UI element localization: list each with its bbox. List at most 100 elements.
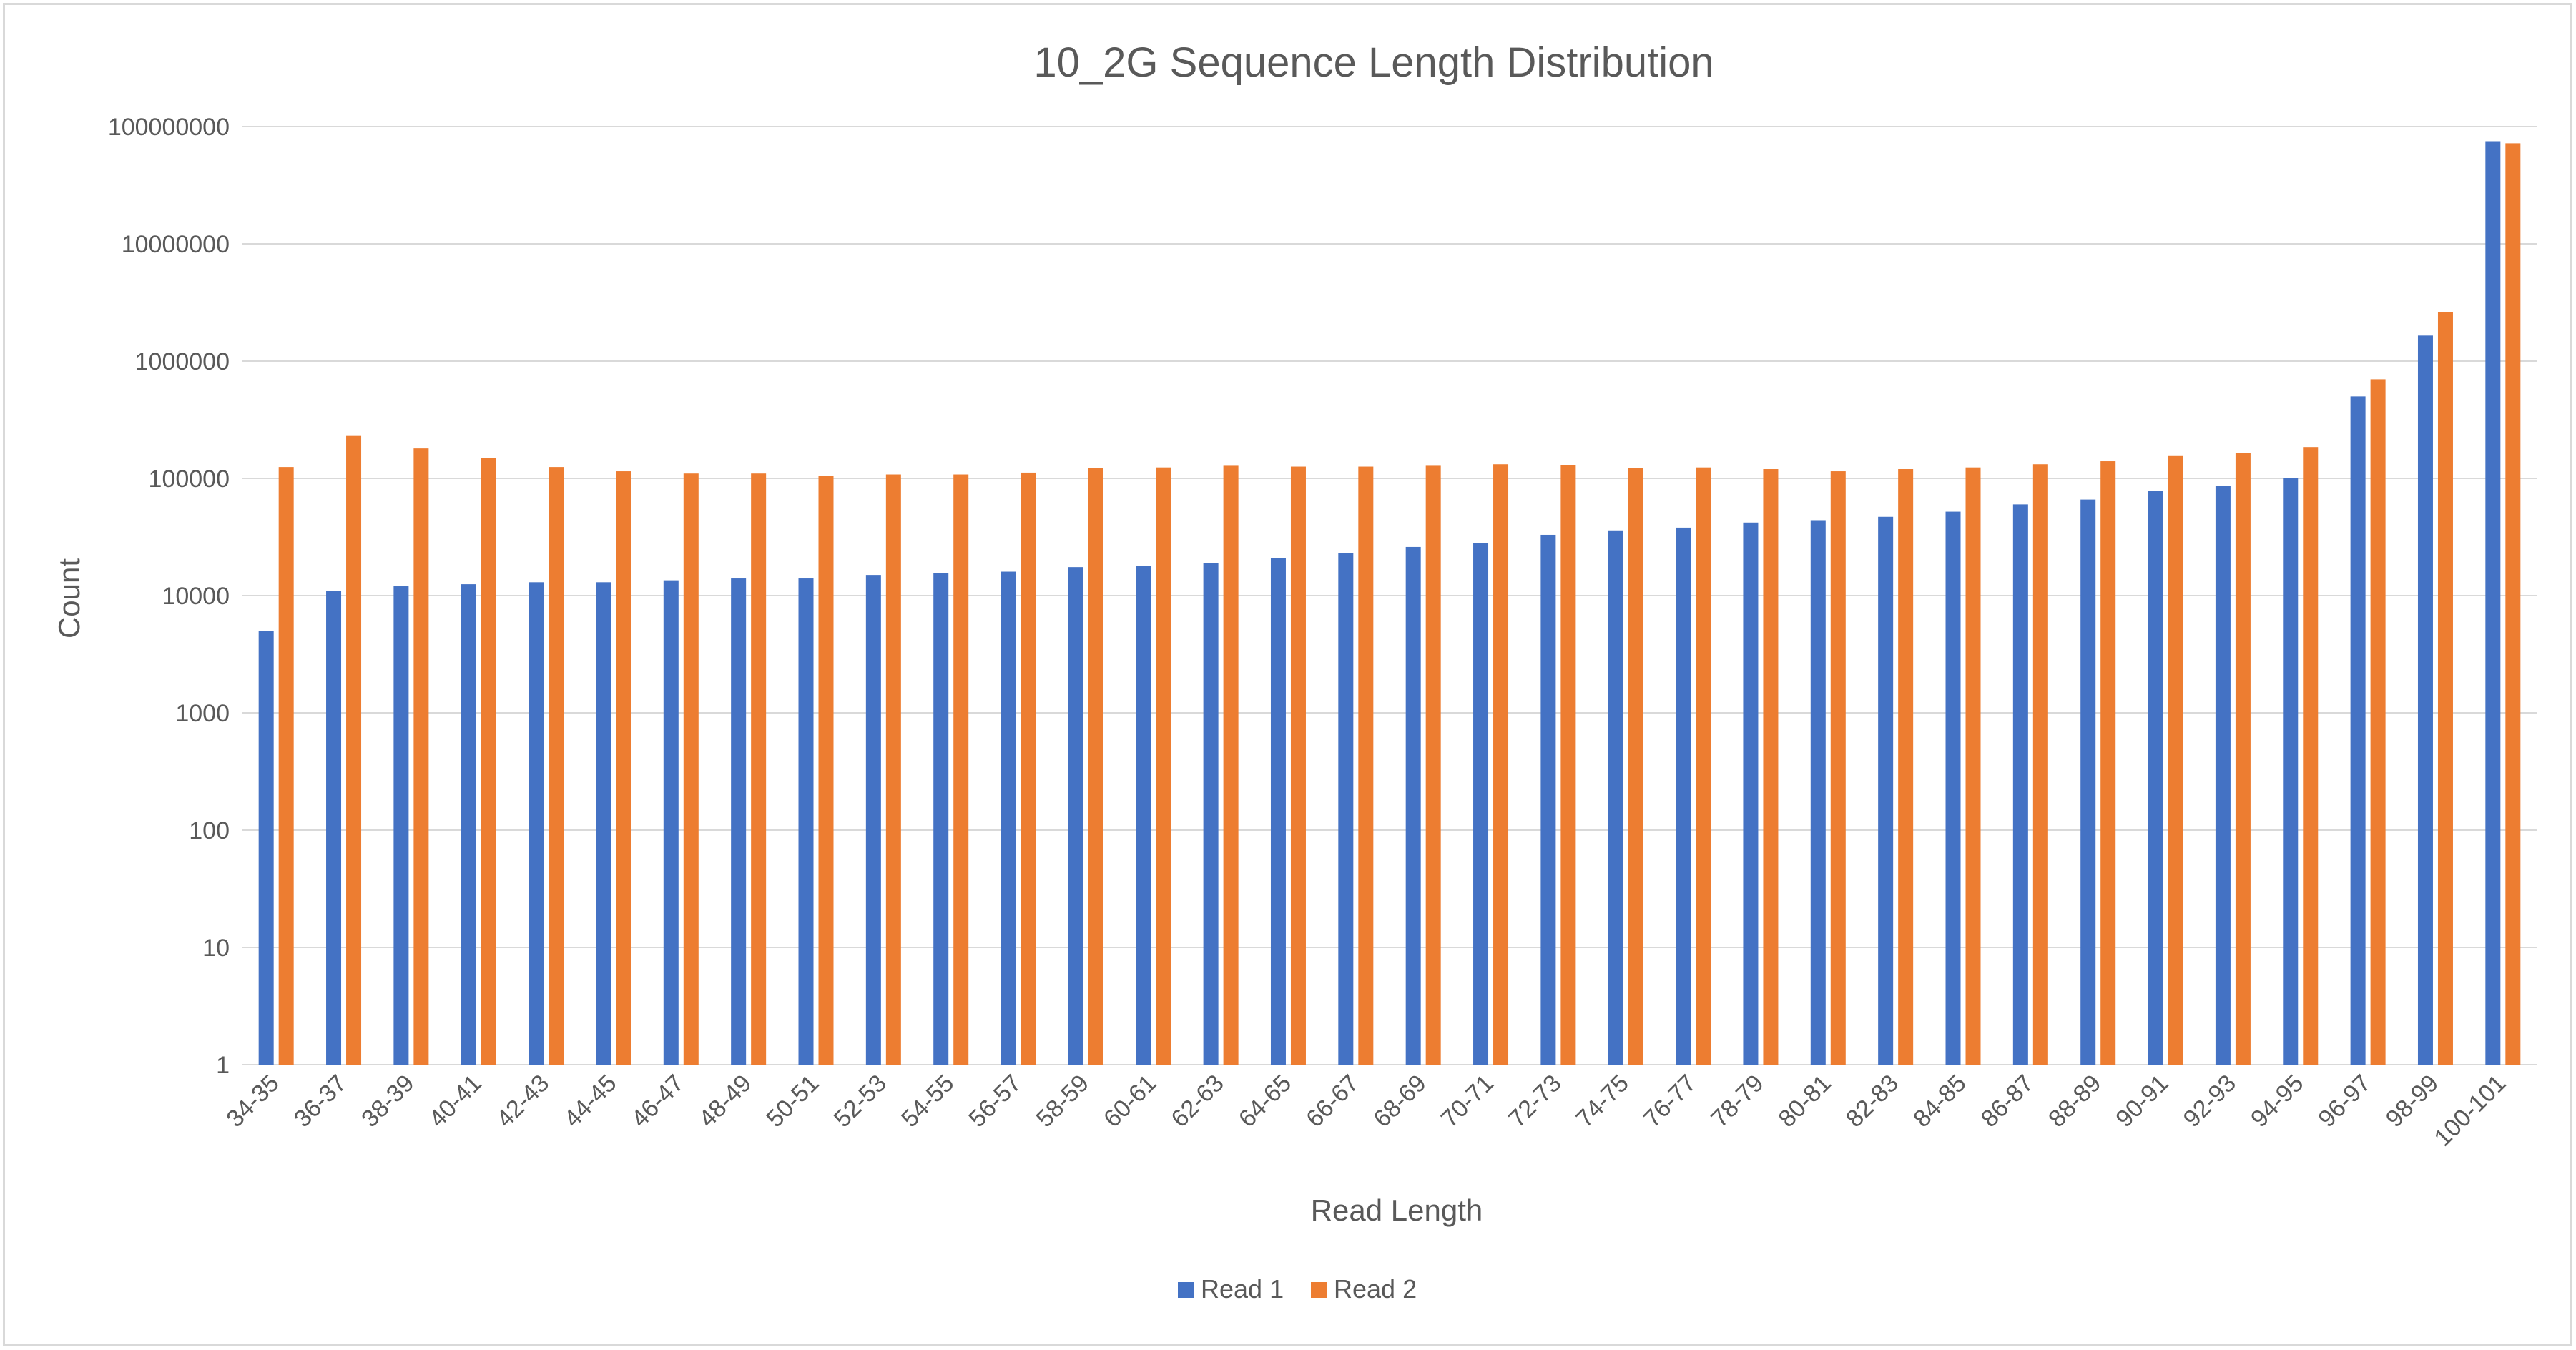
bar-read-1-58-59 <box>1068 567 1083 1065</box>
bar-read-2-88-89 <box>2100 461 2116 1065</box>
bar-read-2-60-61 <box>1156 467 1171 1065</box>
bar-read-2-86-87 <box>2032 464 2048 1065</box>
bar-read-2-44-45 <box>616 471 631 1065</box>
x-tick-label: 36-37 <box>289 1070 352 1133</box>
x-tick-label: 86-87 <box>1976 1070 2039 1133</box>
x-tick-label: 76-77 <box>1638 1070 1701 1133</box>
bar-read-1-72-73 <box>1540 534 1556 1065</box>
x-tick-label: 42-43 <box>491 1070 554 1133</box>
legend-label: Read 1 <box>1201 1274 1284 1304</box>
bar-read-1-66-67 <box>1338 553 1354 1065</box>
x-tick-label: 50-51 <box>761 1070 824 1133</box>
bar-read-1-80-81 <box>1810 520 1826 1065</box>
bar-read-1-68-69 <box>1405 546 1421 1065</box>
x-tick-label: 40-41 <box>424 1070 487 1133</box>
x-tick-label: 100-101 <box>2429 1070 2511 1152</box>
bar-read-1-44-45 <box>596 582 611 1065</box>
bar-read-2-74-75 <box>1628 468 1643 1065</box>
y-tick-label: 100000 <box>149 465 230 493</box>
y-tick-label: 1000 <box>175 700 230 727</box>
bar-read-1-50-51 <box>798 578 814 1065</box>
bar-read-2-42-43 <box>549 467 564 1065</box>
bar-read-1-86-87 <box>2012 504 2028 1065</box>
bar-read-1-78-79 <box>1743 522 1759 1065</box>
bar-read-1-56-57 <box>1001 571 1016 1065</box>
x-tick-label: 54-55 <box>896 1070 959 1133</box>
bar-read-2-96-97 <box>2370 379 2386 1065</box>
bar-read-1-34-35 <box>258 631 274 1065</box>
bar-read-2-90-91 <box>2168 455 2183 1065</box>
x-tick-label: 70-71 <box>1436 1070 1499 1133</box>
x-tick-label: 38-39 <box>356 1070 419 1133</box>
y-tick-label: 100000000 <box>108 114 230 141</box>
bar-read-2-56-57 <box>1021 472 1036 1065</box>
bar-read-1-52-53 <box>865 575 881 1065</box>
bar-read-1-82-83 <box>1878 516 1894 1065</box>
chart-frame: 10_2G Sequence Length Distribution 1 10 10… <box>3 3 2572 1346</box>
gridlines <box>242 126 2537 1065</box>
bar-read-2-76-77 <box>1696 467 1711 1065</box>
bar-read-2-50-51 <box>818 476 834 1065</box>
bar-read-2-66-67 <box>1358 466 1374 1065</box>
bar-read-2-38-39 <box>413 448 429 1065</box>
bar-read-1-40-41 <box>461 584 476 1065</box>
x-tick-label: 68-69 <box>1368 1070 1431 1133</box>
x-tick-label: 96-97 <box>2313 1070 2376 1133</box>
bar-read-2-58-59 <box>1088 468 1103 1065</box>
legend: Read 1 Read 2 <box>1178 1274 1417 1304</box>
legend-swatch-read-1 <box>1178 1282 1194 1298</box>
legend-swatch-read-2 <box>1311 1282 1327 1298</box>
x-tick-label: 52-53 <box>829 1070 892 1133</box>
y-tick-label: 100 <box>189 817 230 844</box>
bar-read-2-94-95 <box>2303 447 2319 1065</box>
bar-read-2-52-53 <box>885 474 901 1065</box>
bar-read-1-62-63 <box>1203 563 1219 1065</box>
x-tick-label: 44-45 <box>559 1070 621 1133</box>
x-tick-label: 64-65 <box>1234 1070 1297 1133</box>
bar-read-2-70-71 <box>1493 464 1509 1065</box>
x-tick-label: 90-91 <box>2110 1070 2173 1133</box>
bar-read-2-36-37 <box>346 435 362 1065</box>
bar-read-2-64-65 <box>1290 466 1306 1065</box>
bars <box>258 141 2521 1065</box>
bar-read-1-70-71 <box>1473 543 1489 1065</box>
x-tick-label: 48-49 <box>694 1070 757 1133</box>
x-tick-label: 98-99 <box>2381 1070 2444 1133</box>
bar-read-2-54-55 <box>953 474 969 1065</box>
x-tick-label: 60-61 <box>1098 1070 1161 1133</box>
bar-read-2-82-83 <box>1898 469 1914 1065</box>
x-tick-label: 92-93 <box>2178 1070 2241 1133</box>
x-axis-ticks: 34-35 36-37 38-39 40-41 42-43 44-45 46-47 48-49… <box>221 1070 2511 1152</box>
bar-read-2-46-47 <box>683 473 699 1065</box>
bar-read-2-62-63 <box>1223 465 1239 1065</box>
bar-read-1-42-43 <box>529 582 544 1065</box>
bar-read-1-36-37 <box>326 591 342 1065</box>
bar-read-2-92-93 <box>2235 453 2251 1065</box>
bar-read-1-60-61 <box>1136 566 1151 1065</box>
x-tick-label: 82-83 <box>1841 1070 1904 1133</box>
bar-read-1-76-77 <box>1676 527 1691 1065</box>
bar-read-1-38-39 <box>393 586 409 1065</box>
bar-read-2-78-79 <box>1763 469 1779 1065</box>
bar-read-1-46-47 <box>663 580 679 1065</box>
x-tick-label: 56-57 <box>963 1070 1026 1133</box>
bar-read-1-74-75 <box>1608 530 1623 1065</box>
bar-read-2-98-99 <box>2437 312 2453 1065</box>
x-tick-label: 80-81 <box>1774 1070 1837 1133</box>
bar-read-1-92-93 <box>2215 486 2231 1065</box>
bar-read-2-84-85 <box>1965 467 1981 1065</box>
y-axis-ticks: 1 10 100 1000 10000 100000 1000000 10000000 1000… <box>108 114 230 1079</box>
bar-read-1-88-89 <box>2080 499 2096 1065</box>
chart-title: 10_2G Sequence Length Distribution <box>1033 39 1714 86</box>
x-axis-label: Read Length <box>1311 1193 1483 1227</box>
bar-read-1-54-55 <box>933 573 949 1065</box>
bar-read-2-72-73 <box>1560 465 1576 1065</box>
bar-chart: 10_2G Sequence Length Distribution 1 10 10… <box>52 39 2537 1304</box>
bar-read-2-80-81 <box>1830 471 1846 1065</box>
bar-read-1-98-99 <box>2417 335 2433 1065</box>
y-axis-label: Count <box>52 558 86 639</box>
y-tick-label: 1 <box>216 1052 230 1079</box>
y-tick-label: 10000000 <box>122 231 230 258</box>
y-tick-label: 10 <box>202 935 230 962</box>
bar-read-2-68-69 <box>1425 465 1441 1065</box>
